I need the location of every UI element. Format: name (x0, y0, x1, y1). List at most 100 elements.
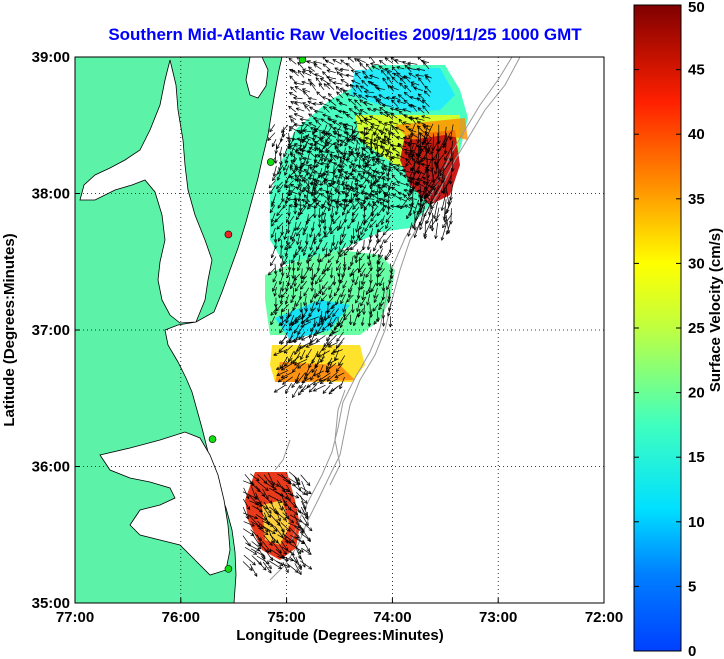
velocity-arrow (404, 84, 412, 93)
velocity-arrow (293, 541, 301, 555)
velocity-arrow (330, 383, 343, 392)
velocity-arrow (421, 60, 430, 63)
velocity-arrow-head (308, 568, 312, 570)
velocity-arrow (318, 227, 322, 237)
velocity-arrow-head (301, 165, 305, 168)
velocity-arrow (290, 294, 296, 303)
velocity-arrow-head (314, 164, 317, 169)
velocity-arrow-head (266, 531, 269, 535)
velocity-arrow-head (344, 191, 347, 196)
velocity-arrow-head (392, 147, 395, 152)
velocity-arrow-head (313, 60, 317, 63)
velocity-arrow-head (316, 302, 320, 306)
velocity-arrow-head (362, 153, 366, 156)
velocity-arrow-head (297, 477, 300, 481)
velocity-arrow-head (341, 233, 343, 238)
velocity-arrow (291, 377, 300, 388)
velocity-arrow-head (367, 160, 371, 164)
velocity-arrow-head (325, 310, 328, 315)
velocity-arrow-head (340, 183, 345, 187)
velocity-arrow-head (323, 181, 326, 185)
velocity-arrow-head (316, 267, 319, 272)
velocity-arrow (356, 221, 360, 233)
velocity-arrow-head (339, 67, 344, 70)
velocity-arrow-head (449, 136, 451, 141)
velocity-arrow (441, 222, 448, 241)
velocity-arrow-head (297, 62, 299, 66)
velocity-arrow-head (359, 99, 362, 103)
velocity-arrow-head (326, 308, 329, 313)
velocity-arrow (443, 199, 447, 220)
velocity-arrow-head (358, 236, 361, 241)
velocity-arrow-head (450, 220, 453, 225)
velocity-arrow-head (437, 176, 440, 181)
radar-station-marker (224, 565, 233, 573)
velocity-arrow (290, 144, 296, 155)
velocity-arrow-head (352, 176, 355, 180)
velocity-arrow (369, 75, 380, 79)
velocity-arrow (422, 176, 431, 182)
velocity-arrow (433, 201, 438, 219)
velocity-arrow-head (336, 138, 339, 143)
velocity-arrow-head (287, 241, 290, 246)
velocity-arrow-head (296, 137, 301, 139)
velocity-arrow-head (336, 91, 340, 94)
velocity-arrow-head (362, 296, 365, 301)
velocity-arrow-head (287, 564, 291, 568)
velocity-arrow (359, 99, 368, 107)
velocity-arrow (435, 222, 438, 239)
velocity-arrow-head (308, 259, 312, 262)
velocity-arrow (416, 68, 426, 71)
velocity-arrow (292, 131, 295, 142)
velocity-arrow-head (386, 113, 391, 115)
velocity-arrow-head (408, 115, 413, 118)
velocity-arrow-head (441, 179, 444, 183)
velocity-arrow-head (319, 258, 322, 263)
velocity-arrow-head (421, 59, 425, 61)
velocity-arrow (381, 126, 386, 135)
velocity-arrow-head (371, 158, 374, 163)
velocity-arrow (312, 171, 322, 175)
velocity-arrow (424, 123, 434, 143)
velocity-arrow (383, 133, 386, 142)
velocity-arrow-head (330, 387, 333, 392)
velocity-arrow-head (315, 202, 320, 204)
velocity-arrow-head (372, 253, 374, 257)
velocity-arrow (401, 169, 411, 173)
velocity-arrow-head (350, 70, 355, 73)
velocity-arrow (412, 213, 420, 229)
velocity-arrow-head (296, 130, 300, 134)
velocity-arrow-head (391, 156, 395, 160)
y-tick-label: 38:00 (32, 186, 70, 203)
velocity-arrow (313, 378, 326, 386)
velocity-arrow-head (300, 147, 303, 152)
velocity-arrow (407, 62, 418, 65)
velocity-arrow-head (373, 107, 377, 110)
velocity-arrow-head (352, 131, 356, 135)
velocity-arrow (293, 97, 303, 100)
velocity-arrow-head (368, 311, 371, 315)
velocity-arrow (375, 218, 383, 228)
velocity-arrow-head (271, 144, 276, 147)
velocity-arrow-head (278, 322, 281, 326)
velocity-arrow (392, 125, 399, 135)
velocity-arrow (373, 95, 382, 101)
velocity-arrow (314, 141, 324, 147)
velocity-arrow-head (305, 221, 308, 225)
velocity-arrow-head (391, 132, 394, 137)
velocity-arrow (284, 242, 291, 251)
velocity-arrow-head (365, 197, 369, 200)
velocity-arrow-head (445, 211, 449, 215)
velocity-arrow-head (395, 107, 399, 109)
velocity-arrow-head (305, 344, 309, 348)
velocity-arrow-head (343, 253, 348, 256)
velocity-arrow (305, 341, 319, 348)
velocity-arrow-head (435, 148, 439, 153)
velocity-arrow-head (400, 205, 402, 209)
velocity-arrow-head (397, 144, 401, 148)
velocity-arrow (395, 153, 405, 159)
velocity-arrow-head (375, 146, 378, 150)
velocity-arrow-head (300, 207, 303, 212)
velocity-arrow-head (369, 185, 371, 189)
velocity-arrow-head (334, 146, 339, 150)
